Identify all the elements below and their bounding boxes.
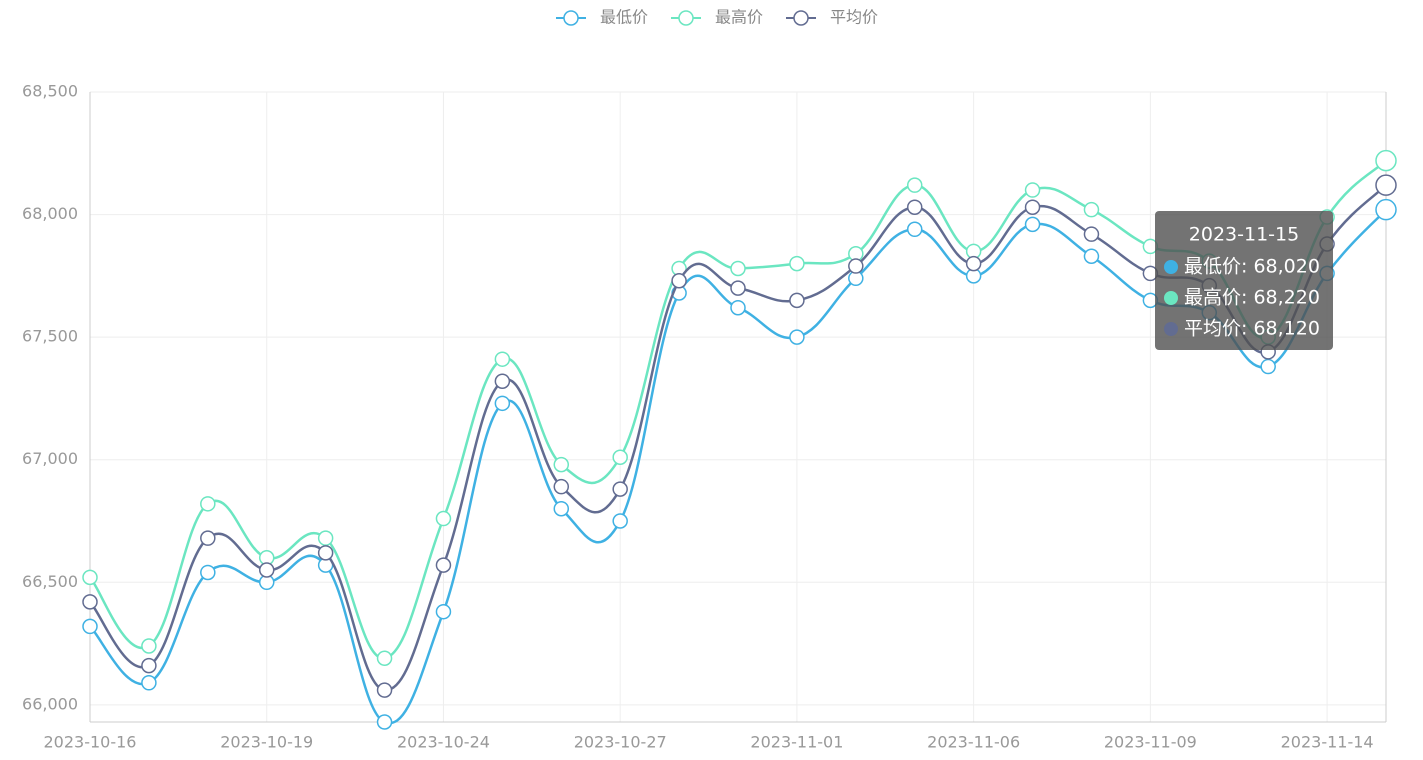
data-point (82, 594, 98, 610)
y-tick-label: 66,000 (22, 694, 78, 713)
data-point (612, 481, 628, 497)
y-tick-label: 68,000 (22, 204, 78, 223)
tooltip-title: 2023-11-15 (1189, 224, 1299, 246)
tooltip-item: 平均价: 68,120 (1184, 318, 1320, 340)
data-point (435, 603, 452, 620)
x-tick-label: 2023-11-14 (1281, 733, 1374, 752)
legend-label: 平均价 (830, 8, 878, 27)
y-tick-label: 67,500 (22, 327, 78, 346)
data-point (82, 618, 98, 635)
x-tick-label: 2023-10-27 (574, 733, 667, 752)
data-point (1083, 226, 1100, 242)
data-point (789, 329, 805, 345)
data-point (141, 657, 157, 674)
data-point (1375, 149, 1397, 172)
data-point (730, 299, 746, 316)
data-point (200, 530, 216, 546)
x-tick-label: 2023-11-09 (1104, 733, 1197, 752)
data-point (612, 513, 628, 529)
data-point (848, 258, 864, 274)
data-point (376, 714, 393, 730)
tooltip-item: 最高价: 68,220 (1184, 287, 1320, 309)
y-tick-label: 66,500 (22, 572, 78, 591)
x-tick-label: 2023-10-24 (397, 733, 490, 752)
data-point (200, 496, 216, 512)
x-tick-label: 2023-11-01 (750, 733, 843, 752)
x-tick-label: 2023-11-06 (927, 733, 1020, 752)
x-tick-label: 2023-10-16 (44, 733, 137, 752)
tooltip-dot (1164, 260, 1178, 274)
data-point (553, 456, 570, 473)
data-point (730, 280, 746, 296)
data-point (965, 255, 982, 272)
data-point (1024, 216, 1041, 233)
data-point (1083, 248, 1100, 264)
data-point (789, 255, 805, 272)
x-tick-label: 2023-10-19 (220, 733, 313, 752)
data-point (906, 177, 923, 193)
tooltip: 2023-11-15 最低价: 68,020 最高价: 68,220 平均价: 68,… (1155, 211, 1333, 350)
y-tick-label: 67,000 (22, 449, 78, 468)
data-point (82, 569, 98, 586)
data-point (435, 557, 452, 573)
legend-label: 最低价 (600, 8, 648, 27)
data-point (317, 530, 334, 546)
data-point (317, 545, 334, 561)
data-point (435, 510, 452, 527)
data-point (258, 562, 275, 578)
data-point (553, 500, 570, 517)
data-point (1083, 201, 1100, 218)
data-point (906, 221, 923, 238)
tooltip-box (1155, 211, 1333, 350)
data-point (1375, 174, 1397, 196)
data-point (671, 273, 687, 289)
data-point (906, 199, 923, 215)
legend-symbol (678, 10, 694, 26)
data-point (494, 373, 511, 390)
data-point (789, 292, 805, 309)
data-point (1024, 182, 1041, 198)
legend-label: 最高价 (715, 8, 763, 27)
data-point (200, 564, 216, 581)
data-point (376, 650, 393, 667)
legend-symbol (793, 10, 809, 26)
data-point (1375, 198, 1397, 221)
data-point (494, 351, 511, 367)
data-point (612, 449, 628, 466)
tooltip-dot (1164, 291, 1178, 305)
data-point (1260, 358, 1276, 375)
data-point (730, 260, 746, 277)
data-point (553, 478, 570, 495)
y-tick-label: 68,500 (22, 82, 78, 101)
tooltip-item: 最低价: 68,020 (1184, 256, 1320, 278)
data-point (141, 675, 157, 691)
tooltip-dot (1164, 322, 1178, 336)
data-point (494, 395, 511, 412)
data-point (141, 638, 157, 654)
data-point (1024, 199, 1041, 215)
data-point (376, 682, 393, 698)
legend-symbol (563, 10, 579, 26)
